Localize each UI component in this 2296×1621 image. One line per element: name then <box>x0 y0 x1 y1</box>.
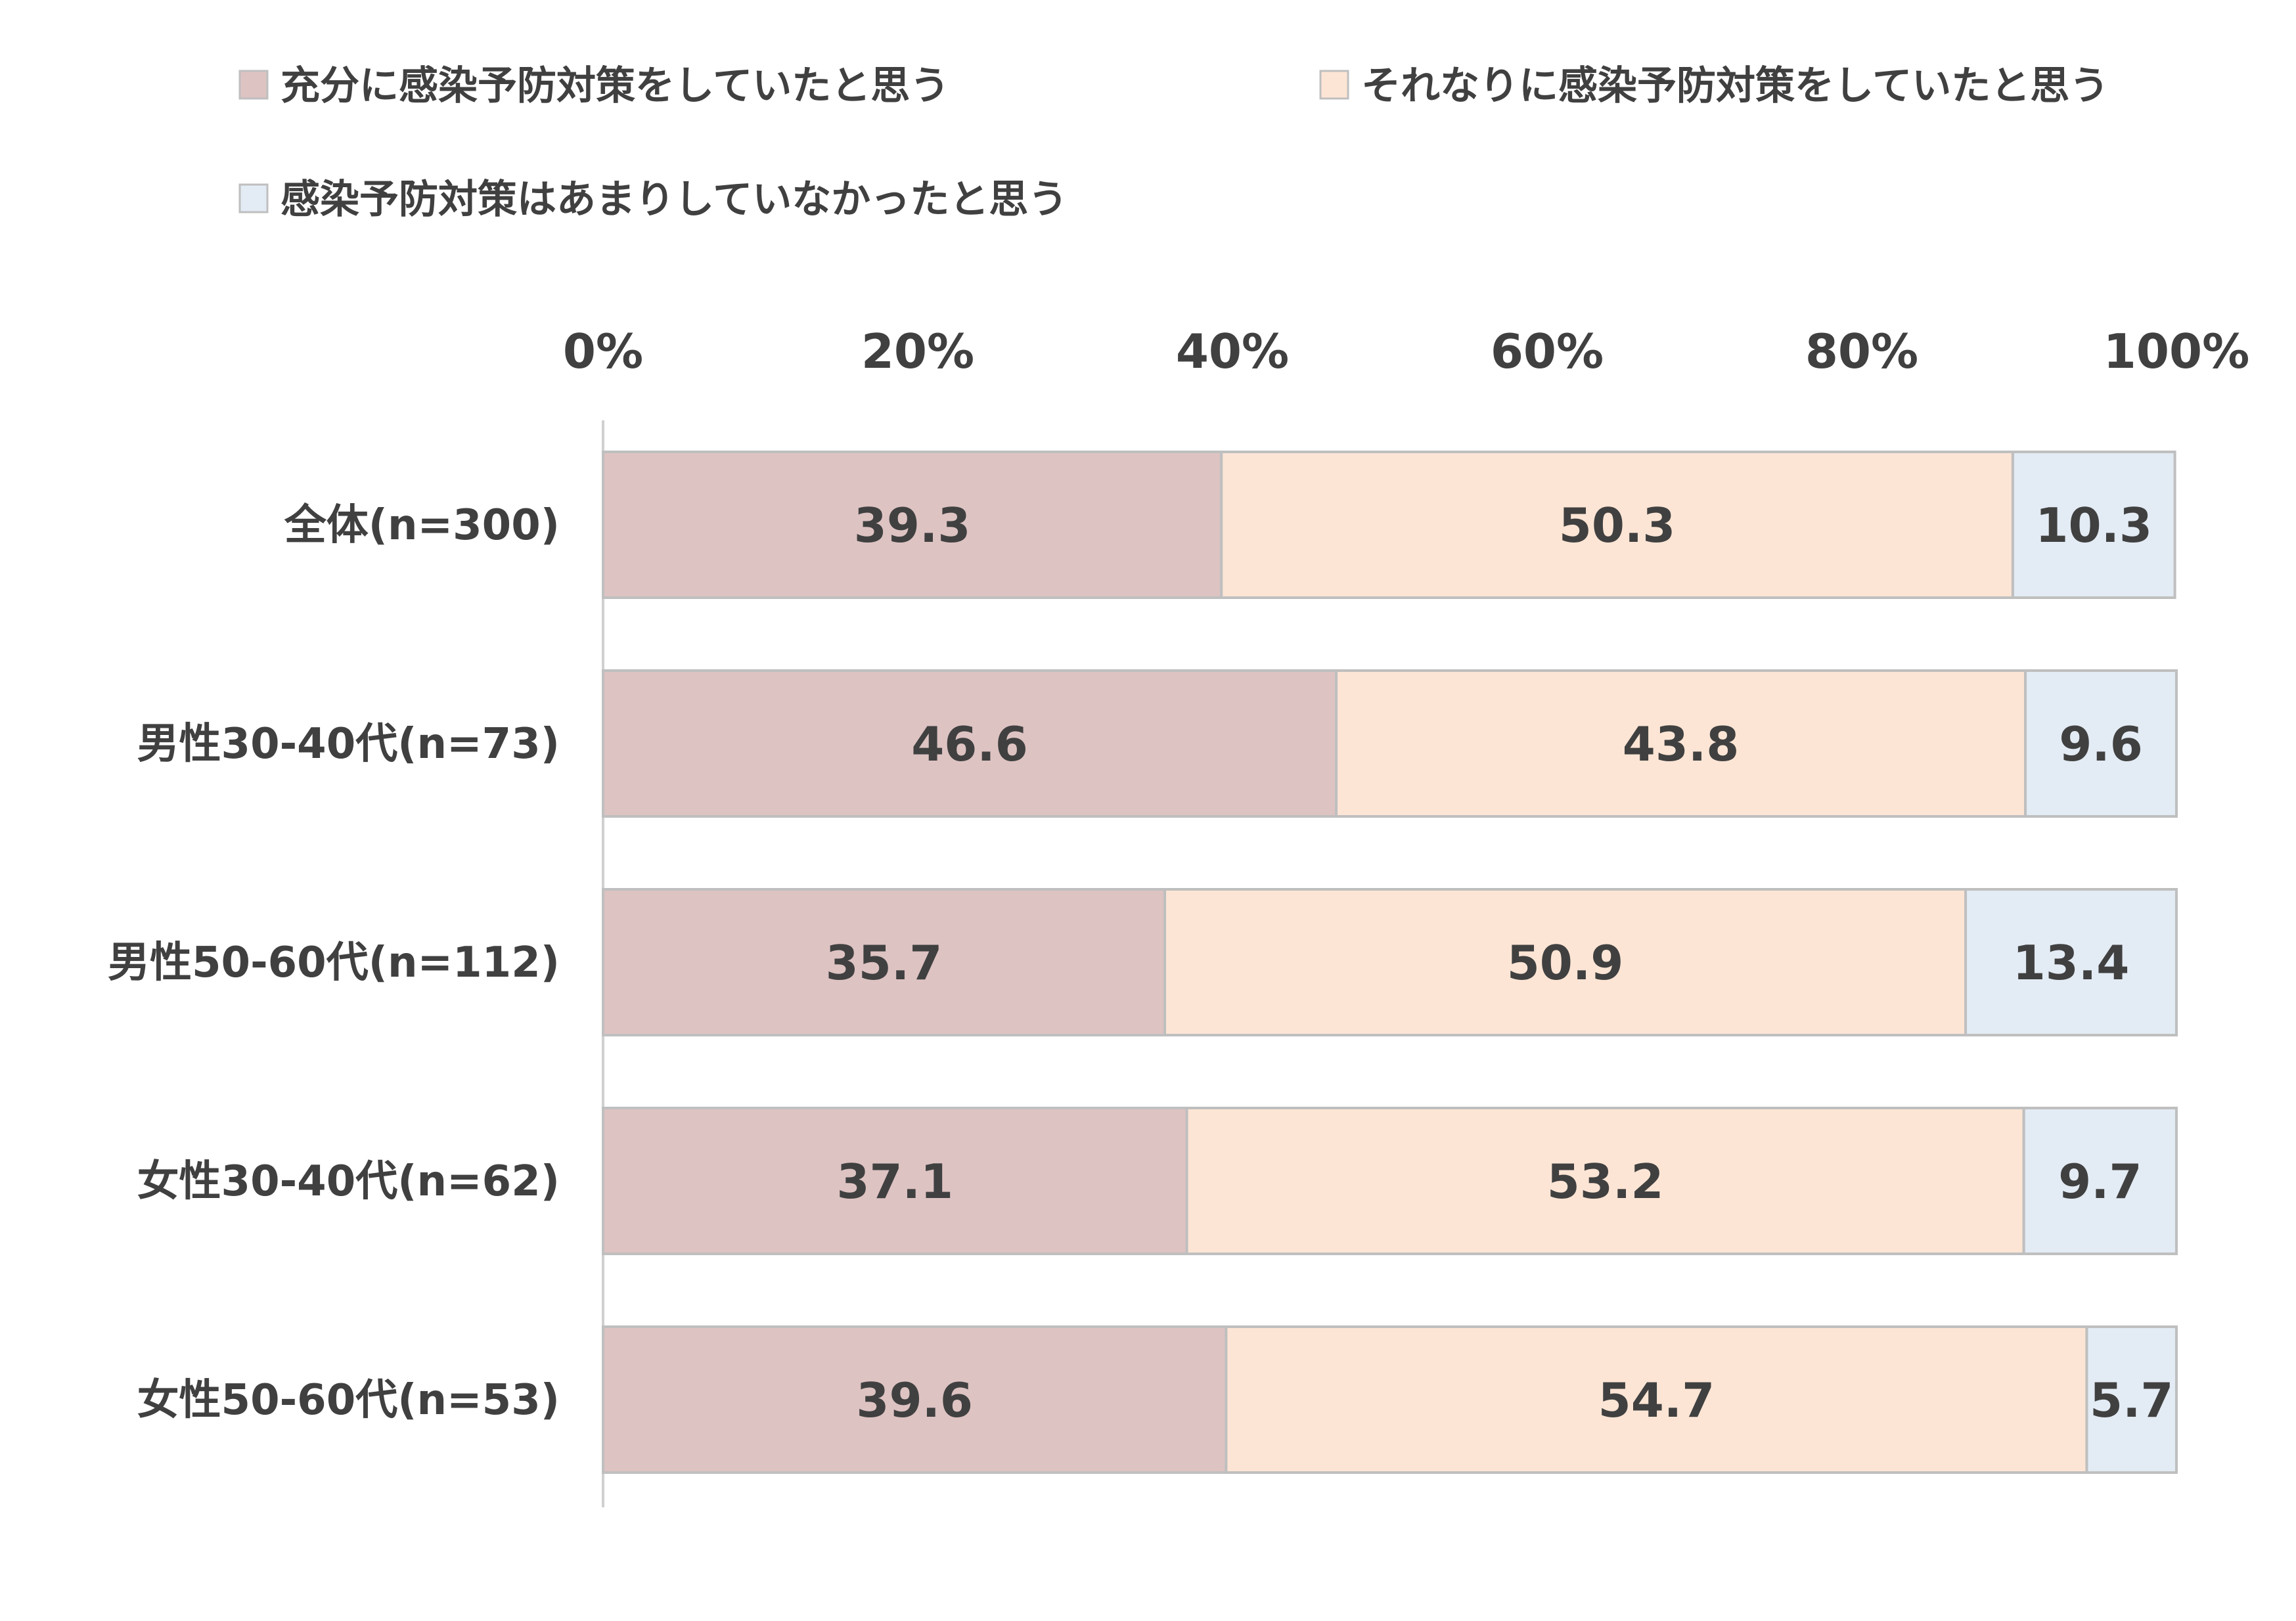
data-label: 53.2 <box>1547 1154 1664 1209</box>
legend-label-2: それなりに感染予防対策をしていたと思う <box>1361 63 2109 109</box>
x-tick-label: 100% <box>2104 324 2249 379</box>
bar-segment <box>602 451 1223 599</box>
data-label: 13.4 <box>2013 935 2130 990</box>
x-tick-label: 0% <box>563 324 643 379</box>
category-label: 男性30-40代(n=73) <box>137 720 560 768</box>
bar-segment <box>602 1107 1188 1255</box>
legend-swatch-1 <box>238 70 269 100</box>
bars <box>602 451 2178 1474</box>
bar-segment <box>602 1325 1228 1474</box>
data-label: 9.6 <box>2059 717 2143 772</box>
category-label: 女性50-60代(n=53) <box>137 1376 560 1425</box>
x-axis-ticks: 0% 20% 40% 60% 80% 100% <box>563 324 2249 379</box>
data-label: 35.7 <box>826 935 943 990</box>
legend: 充分に感染予防対策をしていたと思う それなりに感染予防対策をしていたと思う感染予防… <box>238 63 2109 223</box>
category-label: 女性30-40代(n=62) <box>137 1157 560 1206</box>
bar-segment <box>2011 451 2176 599</box>
data-labels: 39.3 50.3 10.3 46.6 43.8 9.6 35.7 50.9 13.4 37.1 5… <box>826 498 2174 1428</box>
data-label: 50.9 <box>1507 935 1624 990</box>
category-labels: 全体(n=300) 男性30-40代(n=73) 男性50-60代(n=112) 女性… <box>108 501 560 1425</box>
data-label: 50.3 <box>1559 498 1676 553</box>
bar-segment <box>2024 669 2178 818</box>
data-label: 5.7 <box>2090 1373 2174 1428</box>
x-tick-label: 40% <box>1176 324 1289 379</box>
bar-segment <box>2085 1325 2178 1474</box>
x-tick-label: 20% <box>861 324 974 379</box>
legend-label-1: 充分に感染予防対策をしていたと思う <box>281 63 949 109</box>
data-label: 37.1 <box>836 1154 953 1209</box>
data-label: 9.7 <box>2058 1154 2142 1209</box>
data-label: 46.6 <box>911 717 1028 772</box>
category-label: 男性50-60代(n=112) <box>108 939 560 987</box>
legend-label-3: 感染予防対策はあまりしていなかったと思う <box>281 177 1068 223</box>
data-label: 39.6 <box>856 1373 973 1428</box>
data-label: 54.7 <box>1598 1373 1715 1428</box>
data-label: 10.3 <box>2035 498 2152 553</box>
bar-segment <box>2022 1107 2178 1255</box>
category-label: 全体(n=300) <box>284 501 560 550</box>
bar-segment <box>1220 451 2014 599</box>
bar-segment <box>1225 1325 2088 1474</box>
x-tick-label: 80% <box>1805 324 1918 379</box>
bar-segment <box>1185 1107 2025 1255</box>
bar-segment <box>1964 888 2178 1036</box>
x-tick-label: 60% <box>1491 324 1604 379</box>
legend-swatch-2 <box>1319 70 1349 100</box>
legend-swatch-3 <box>238 183 269 213</box>
data-label: 39.3 <box>854 498 971 553</box>
bar-segment <box>1163 888 1968 1036</box>
data-label: 43.8 <box>1623 717 1740 772</box>
